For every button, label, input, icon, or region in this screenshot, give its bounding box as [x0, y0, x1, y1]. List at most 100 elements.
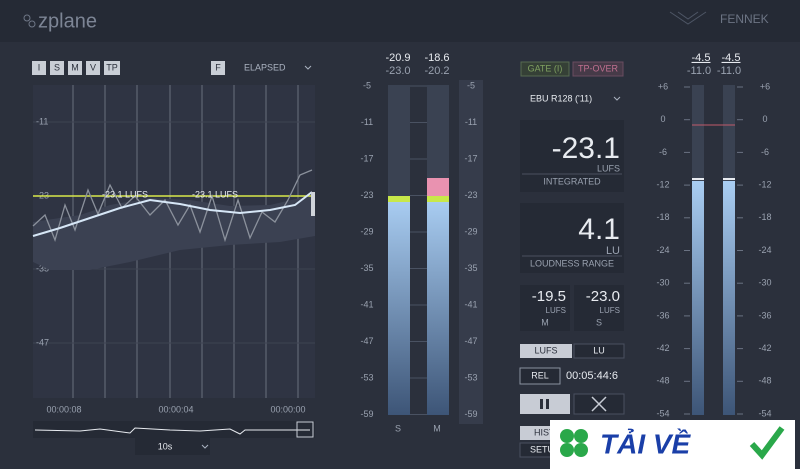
scale-label: -47	[464, 336, 477, 346]
rel-label: REL	[531, 370, 549, 380]
unit-button[interactable]	[520, 344, 572, 358]
tp-scale-label: +6	[760, 81, 770, 91]
filter-label: F	[215, 62, 221, 72]
view-button[interactable]	[86, 61, 100, 75]
tp-right-max: -4.5	[722, 52, 741, 64]
dropdown-arrow	[304, 65, 312, 70]
meter-cap	[427, 196, 449, 202]
scale-label: -11	[361, 117, 373, 127]
meter-scale: -5 -5 -11 -11 -17 -17 -23 -23 -29 -29 -35 -35 -41 -41…	[360, 80, 477, 419]
tp-scale-label: -18	[758, 212, 771, 222]
pause-icon	[546, 399, 549, 409]
tp-scale-label: -30	[656, 278, 669, 288]
scale-label: -29	[360, 226, 373, 236]
short-term-value: -23.0	[586, 288, 620, 305]
scale-label: -11	[465, 117, 477, 127]
momentary-value: -19.5	[532, 288, 566, 305]
view-button[interactable]	[50, 61, 64, 75]
tp-scale-label: -12	[656, 179, 669, 189]
short-term-max: -20.9	[385, 52, 410, 64]
tp-left-current: -11.0	[687, 65, 711, 77]
tp-scale-label: -36	[656, 310, 669, 320]
scale-label: -53	[360, 372, 373, 382]
view-button[interactable]	[32, 61, 46, 75]
scale-label: -59	[360, 409, 373, 419]
scale-label: -23	[360, 190, 373, 200]
tp-scale-label: -36	[758, 310, 771, 320]
target-label: -23.1 LUFS	[102, 189, 148, 199]
integrated-unit: LUFS	[597, 163, 620, 173]
unit-label: LU	[593, 345, 605, 355]
view-button[interactable]	[104, 61, 120, 75]
overview-window[interactable]	[296, 421, 314, 438]
dropdown-arrow	[201, 444, 209, 449]
tp-scale-label: -12	[758, 179, 771, 189]
tp-scale-label: -30	[758, 278, 771, 288]
overview-wave	[34, 427, 310, 435]
view-label: S	[54, 62, 60, 72]
scale-label: -5	[467, 80, 475, 90]
momentary-max: -18.6	[424, 52, 449, 64]
range-label: LOUDNESS RANGE	[530, 258, 614, 268]
short-term-current: -23.0	[385, 65, 410, 77]
unit-button[interactable]	[573, 343, 625, 359]
scale-label: -23	[464, 190, 477, 200]
setup-label: SETU	[530, 444, 554, 454]
scale-label: -35	[464, 263, 477, 273]
header-bar	[0, 0, 800, 42]
tp-scale-label: 0	[660, 114, 665, 124]
level-label: -35	[36, 263, 49, 273]
scale-label: -17	[360, 153, 373, 163]
momentary-current: -20.2	[424, 65, 449, 77]
meter-label: S	[395, 423, 401, 433]
tp-over-indicator	[572, 61, 624, 77]
view-buttons: I S M V TP	[32, 61, 120, 75]
scale-column	[459, 80, 483, 424]
gate-label: GATE (I)	[528, 63, 563, 73]
tp-scale-label: +6	[658, 81, 668, 91]
window-select[interactable]	[135, 438, 210, 455]
target-label: -23.1 LUFS	[192, 189, 238, 199]
tp-scale-label: -24	[656, 245, 669, 255]
range-unit: LU	[606, 245, 620, 257]
tp-scale-label: -48	[656, 376, 669, 386]
tp-scale: +6 +6 0 0 -6 -6 -12 -12 -18 -18 -24 -24 -30 -30 -36 -36…	[656, 81, 771, 418]
pause-icon	[540, 399, 543, 409]
dropdown-arrow	[613, 96, 621, 101]
time-label: 00:00:00	[270, 404, 305, 414]
gate-indicator	[520, 61, 570, 77]
tp-scale-label: -42	[758, 343, 771, 353]
filter-button[interactable]	[211, 61, 225, 75]
time-label: 00:00:04	[158, 404, 193, 414]
brand: zplane	[38, 10, 97, 32]
momentary-box	[520, 285, 570, 331]
logo-icon	[28, 20, 36, 28]
reset-icon	[591, 396, 607, 412]
view-label: M	[71, 62, 79, 72]
scale-label: -41	[360, 299, 373, 309]
tp-scale-label: -24	[758, 245, 771, 255]
short-term-box	[574, 285, 624, 331]
product-logo	[669, 11, 707, 25]
tp-fill	[723, 181, 735, 415]
scale-label: -35	[360, 263, 373, 273]
scale-label: -5	[363, 80, 371, 90]
playhead	[311, 192, 315, 216]
tp-scale-label: -42	[656, 343, 669, 353]
view-button[interactable]	[68, 61, 82, 75]
mode-select[interactable]: ELAPSED	[244, 62, 286, 72]
momentary-unit: LUFS	[546, 306, 566, 315]
momentary-history	[32, 169, 313, 243]
tp-fill	[692, 181, 704, 415]
integrated-box	[520, 120, 624, 192]
rel-button[interactable]	[519, 367, 561, 385]
pause-button[interactable]	[520, 394, 570, 414]
meter-label: M	[433, 423, 441, 433]
watermark-clover	[560, 429, 588, 457]
hist-label: HIST	[534, 427, 555, 437]
tp-scale-label: -6	[761, 147, 769, 157]
overview-strip	[33, 421, 315, 438]
meter-cap	[388, 196, 410, 202]
standard-select[interactable]: EBU R128 ('11)	[530, 93, 592, 103]
